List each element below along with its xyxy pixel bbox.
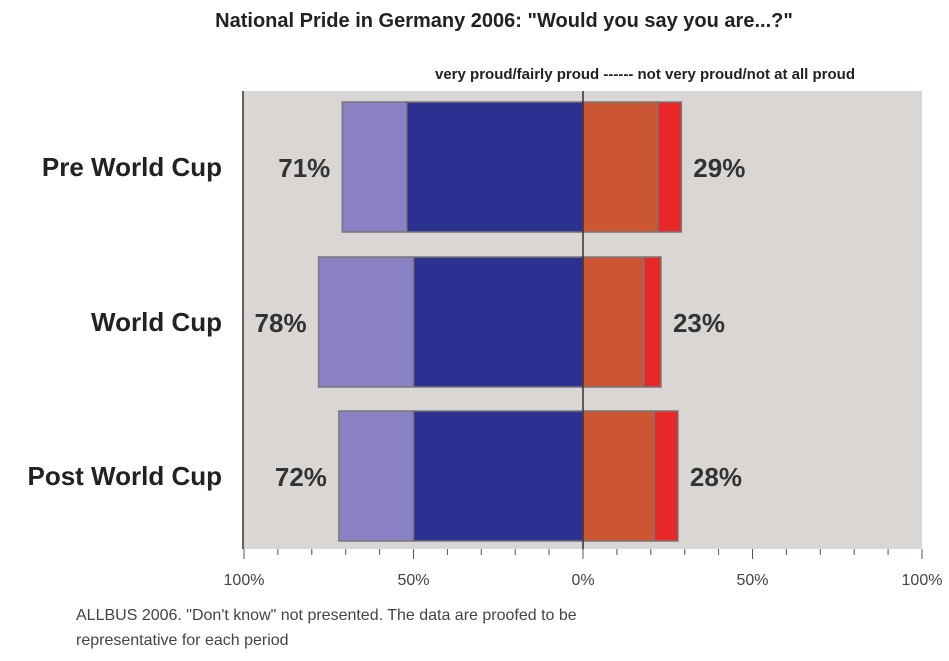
chart-subtitle: very proud/fairly proud ------ not very … xyxy=(435,66,855,83)
footnote-line-2: representative for each period xyxy=(76,632,289,649)
right-total-label: 29% xyxy=(693,153,745,183)
x-tick-label: 50% xyxy=(736,572,768,589)
bar-not-at-all-proud xyxy=(643,256,662,388)
x-tick-label: 100% xyxy=(902,572,943,589)
right-total-label: 28% xyxy=(690,462,742,492)
bars-group xyxy=(317,101,683,542)
bar-very-proud xyxy=(412,256,584,388)
footnote-line-1: ALLBUS 2006. "Don't know" not presented.… xyxy=(76,607,577,624)
right-total-label: 23% xyxy=(673,308,725,338)
category-label: Pre World Cup xyxy=(42,152,222,182)
labels-group: Pre World Cup 71% 29% World Cup 78% 23% Post W… xyxy=(27,152,745,492)
bar-not-at-all-proud xyxy=(656,101,683,233)
left-total-label: 72% xyxy=(275,462,327,492)
bar-not-very-proud xyxy=(582,101,659,233)
bar-fairly-proud xyxy=(341,101,408,233)
left-total-label: 71% xyxy=(278,153,330,183)
bar-fairly-proud xyxy=(317,256,415,388)
x-tick-label: 100% xyxy=(224,572,265,589)
bar-not-very-proud xyxy=(582,256,645,388)
bar-very-proud xyxy=(412,410,584,542)
x-tick-label: 0% xyxy=(571,572,594,589)
bar-not-at-all-proud xyxy=(653,410,679,542)
bar-fairly-proud xyxy=(338,410,415,542)
x-axis-ticks: 100% 50% 0% 50% 100% xyxy=(224,549,943,589)
category-label: World Cup xyxy=(91,307,222,337)
chart-title: National Pride in Germany 2006: "Would y… xyxy=(215,10,793,32)
left-total-label: 78% xyxy=(255,308,307,338)
x-tick-label: 50% xyxy=(397,572,429,589)
bar-very-proud xyxy=(405,101,584,233)
category-label: Post World Cup xyxy=(27,461,222,491)
bar-not-very-proud xyxy=(582,410,655,542)
